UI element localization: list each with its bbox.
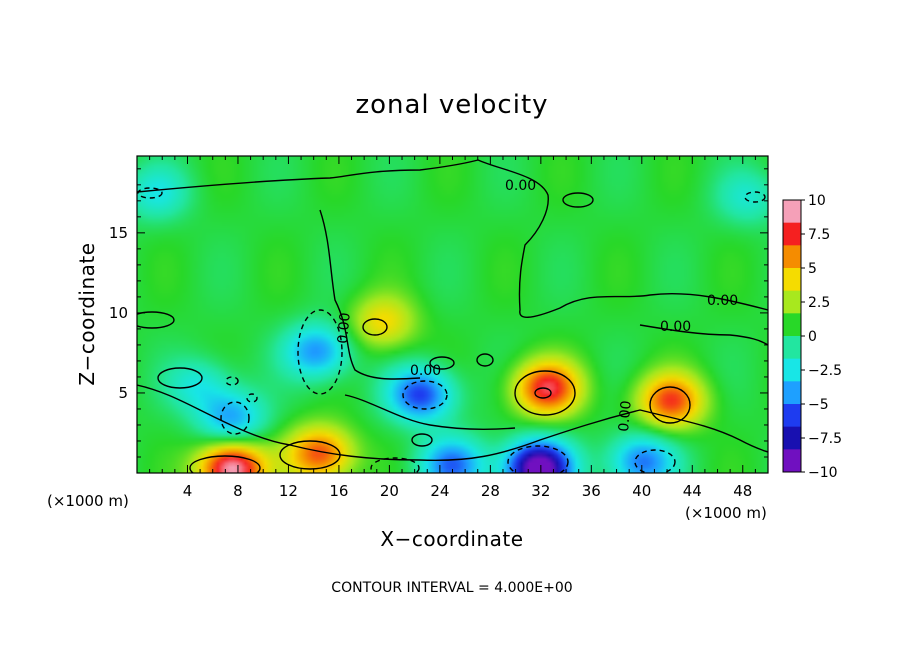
contour-loop-k bbox=[429, 356, 455, 370]
contour-label: 0.00 bbox=[707, 293, 738, 309]
contour-loop-c bbox=[157, 367, 203, 389]
x-tick-label: 28 bbox=[481, 482, 500, 500]
colorbar-tick-label: −5 bbox=[808, 397, 829, 413]
contour-loop-f bbox=[534, 387, 552, 399]
contour-neg-e bbox=[370, 457, 420, 473]
colorbar-swatch bbox=[783, 222, 801, 246]
y-unit-label: (×1000 m) bbox=[685, 504, 767, 522]
contour-loop-j bbox=[411, 433, 433, 447]
y-axis-tick-labels: 5 10 15 bbox=[109, 224, 128, 402]
colorbar-swatch bbox=[783, 313, 801, 337]
contour-neg-d bbox=[507, 445, 569, 473]
colorbar-tick-label: 0 bbox=[808, 329, 817, 345]
colorbar-swatch bbox=[783, 426, 801, 450]
x-axis-title: X−coordinate bbox=[380, 527, 523, 551]
contour-label: 0.00 bbox=[505, 178, 536, 194]
contour-neg-a bbox=[297, 309, 343, 395]
contour-loop-e bbox=[514, 370, 576, 416]
contour-labels: 0.00 0.00 0.00 0.00 0.00 0.00 bbox=[335, 178, 738, 432]
colorbar-swatch bbox=[783, 381, 801, 405]
colorbar-tick-label: 2.5 bbox=[808, 295, 830, 311]
chart-title: zonal velocity bbox=[355, 90, 548, 120]
x-unit-label: (×1000 m) bbox=[47, 492, 129, 510]
y-tick-label: 10 bbox=[109, 304, 128, 322]
contour-neg-i bbox=[225, 376, 239, 386]
axis-ticks bbox=[137, 156, 768, 473]
colorbar-tick-label: −2.5 bbox=[808, 363, 842, 379]
colorbar-swatch bbox=[783, 404, 801, 428]
contour-loop-h bbox=[279, 440, 341, 470]
contour-loop-g bbox=[649, 386, 691, 424]
x-axis-tick-labels: 4 8 12 16 20 24 28 32 36 40 44 48 bbox=[183, 482, 753, 500]
contour-zero-lower bbox=[137, 384, 768, 462]
x-tick-label: 12 bbox=[279, 482, 298, 500]
contour-loop-a bbox=[562, 192, 594, 208]
contour-zero-upper bbox=[137, 159, 768, 318]
contour-zero-left bbox=[319, 209, 421, 380]
colorbar-swatch bbox=[783, 268, 801, 292]
x-tick-label: 32 bbox=[531, 482, 550, 500]
y-tick-label: 5 bbox=[118, 384, 128, 402]
x-tick-label: 36 bbox=[582, 482, 601, 500]
contour-neg-j bbox=[246, 393, 258, 403]
colorbar-swatch bbox=[783, 290, 801, 314]
colorbar-swatch bbox=[783, 200, 801, 224]
colorbar-tick-label: 5 bbox=[808, 261, 817, 277]
x-tick-label: 16 bbox=[329, 482, 348, 500]
contour-neg-b bbox=[220, 401, 250, 435]
colorbar-swatch bbox=[783, 449, 801, 473]
colorbar-swatch bbox=[783, 336, 801, 360]
y-tick-label: 15 bbox=[109, 224, 128, 242]
contour-loop-b bbox=[137, 311, 175, 329]
contour-neg-f bbox=[634, 449, 676, 473]
x-tick-label: 4 bbox=[183, 482, 193, 500]
colorbar-tick-label: −10 bbox=[808, 465, 838, 481]
colorbar-tick-label: 7.5 bbox=[808, 227, 830, 243]
x-tick-label: 40 bbox=[632, 482, 651, 500]
x-tick-label: 48 bbox=[733, 482, 752, 500]
colorbar-tick-label: −7.5 bbox=[808, 431, 842, 447]
contour-lines bbox=[137, 159, 768, 473]
contour-zero-middle bbox=[344, 394, 516, 430]
contour-neg-c bbox=[402, 380, 448, 410]
colorbar-swatches bbox=[783, 200, 801, 473]
contour-loop-l bbox=[476, 353, 494, 367]
plot-area: 0.00 0.00 0.00 0.00 0.00 0.00 bbox=[136, 155, 769, 474]
contour-interval-note: CONTOUR INTERVAL = 4.000E+00 bbox=[331, 580, 572, 596]
x-tick-label: 20 bbox=[380, 482, 399, 500]
contour-loop-i bbox=[189, 455, 261, 473]
x-tick-label: 8 bbox=[233, 482, 243, 500]
contour-loop-d bbox=[362, 318, 388, 336]
y-axis-title: Z−coordinate bbox=[75, 242, 99, 385]
contour-label: 0.00 bbox=[410, 363, 441, 379]
colorbar-swatch bbox=[783, 358, 801, 382]
colorbar: 10 7.5 5 2.5 0 −2.5 −5 −7.5 −10 bbox=[782, 193, 842, 481]
x-tick-label: 44 bbox=[683, 482, 702, 500]
contour-neg-h bbox=[744, 191, 766, 203]
contour-neg-g bbox=[137, 187, 163, 199]
contour-zero-right bbox=[639, 324, 768, 346]
contour-label: 0.00 bbox=[660, 319, 691, 335]
colorbar-labels: 10 7.5 5 2.5 0 −2.5 −5 −7.5 −10 bbox=[801, 193, 842, 481]
colorbar-swatch bbox=[783, 245, 801, 269]
colorbar-tick-label: 10 bbox=[808, 193, 826, 209]
contour-label: 0.00 bbox=[335, 312, 354, 344]
zonal-velocity-field bbox=[137, 156, 768, 473]
contour-label: 0.00 bbox=[616, 400, 635, 432]
x-tick-label: 24 bbox=[430, 482, 449, 500]
